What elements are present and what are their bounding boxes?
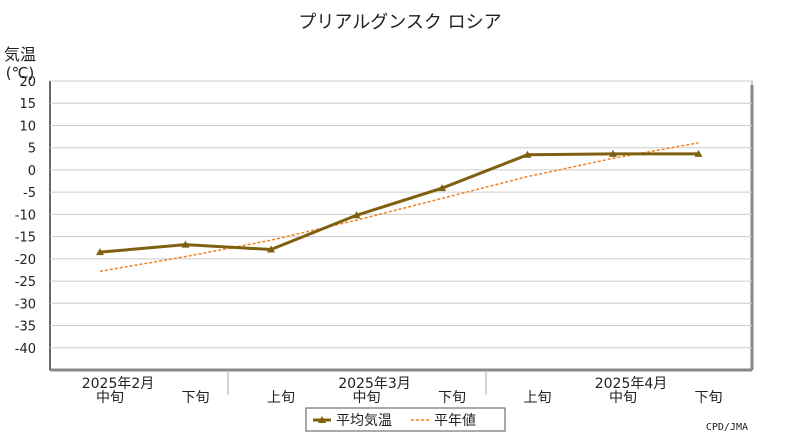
y-tick-label: 0 (28, 164, 36, 179)
x-month-label: 2025年3月 (338, 376, 411, 392)
x-tick-label: 中旬 (353, 390, 381, 406)
data-point (181, 240, 190, 248)
series-line-average (99, 152, 699, 254)
x-tick-label: 中旬 (96, 390, 124, 406)
x-month-label: 2025年4月 (595, 376, 668, 392)
data-point (267, 245, 275, 253)
y-tick-labels: 20 15 10 5 0 -5 -10 -15 -20 -25 -30 -35 -40 (15, 75, 36, 357)
plot-area (49, 80, 754, 372)
x-tick-label: 中旬 (609, 390, 637, 406)
series-line-normal (99, 142, 699, 273)
y-axis-label: 気温 (4, 45, 36, 64)
data-point (438, 184, 446, 192)
legend: 平均気温 平年値 (305, 407, 506, 432)
y-tick-label: 15 (19, 97, 36, 112)
y-tick-label: -35 (15, 320, 36, 335)
y-tick-label: 10 (19, 119, 36, 134)
legend-box (305, 407, 506, 432)
legend-label-average: 平均気温 (336, 413, 392, 429)
y-tick-label: -5 (23, 186, 36, 201)
y-tick-label: -20 (15, 253, 36, 268)
x-tick-label: 上旬 (267, 390, 295, 406)
x-tick-label: 下旬 (182, 390, 210, 406)
legend-marker-average (318, 416, 326, 423)
y-tick-label: -10 (15, 208, 36, 223)
x-axis: 中旬 下旬 上旬 中旬 下旬 上旬 中旬 下旬 2025年2月 2025年3月 2025年4月 (82, 370, 723, 406)
series-normal (99, 142, 699, 273)
data-point (694, 149, 703, 157)
data-point (523, 150, 532, 158)
x-tick-label: 下旬 (438, 390, 466, 406)
data-point (609, 149, 617, 157)
x-month-label: 2025年2月 (82, 376, 155, 392)
credit-label: CPD/JMA (706, 422, 748, 433)
y-tick-label: -15 (15, 231, 36, 246)
plot-frame (49, 80, 753, 371)
y-axis-unit-label: (℃) (6, 64, 35, 82)
grid-lines (50, 80, 752, 349)
y-tick-label: 20 (19, 75, 36, 90)
x-tick-label: 上旬 (524, 390, 552, 406)
series-average (96, 149, 703, 256)
data-point (352, 211, 361, 219)
y-tick-label: -30 (15, 297, 36, 312)
data-point (96, 248, 104, 256)
y-tick-label: 5 (28, 142, 36, 157)
y-tick-label: -25 (15, 275, 36, 290)
x-tick-label: 下旬 (695, 390, 723, 406)
legend-label-normal: 平年値 (434, 413, 476, 429)
y-tick-label: -40 (15, 342, 36, 357)
chart-title: プリアルグンスク ロシア (298, 12, 501, 33)
